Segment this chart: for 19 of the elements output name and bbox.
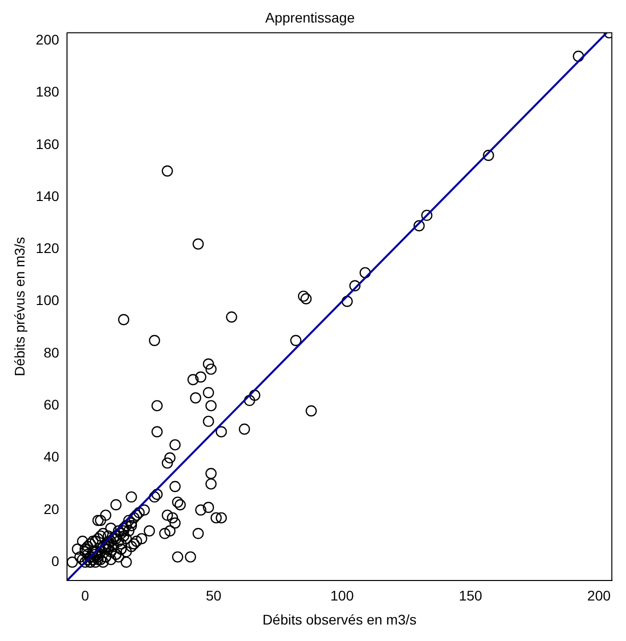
x-tick-label: 50 — [206, 588, 222, 604]
y-tick-label: 160 — [36, 136, 60, 152]
x-tick-label: 0 — [81, 588, 90, 604]
y-tick-label: 200 — [36, 31, 60, 48]
y-tick-label: 180 — [36, 84, 60, 100]
x-tick-label: 150 — [458, 588, 482, 604]
y-tick-label: 0 — [51, 553, 60, 570]
y-tick-label: 20 — [44, 500, 60, 517]
x-tick-label: 100 — [330, 588, 354, 604]
y-tick-label: 80 — [44, 344, 60, 360]
y-tick-label: 100 — [36, 292, 60, 308]
y-tick-label: 120 — [36, 240, 60, 256]
chart-title: Apprentissage — [265, 9, 355, 26]
y-axis-title: Débits prévus en m3/s — [11, 236, 28, 376]
y-tick-label: 140 — [36, 188, 60, 204]
x-tick-label: 200 — [587, 588, 611, 604]
y-tick-label: 60 — [44, 396, 60, 413]
y-tick-label: 40 — [44, 448, 60, 465]
x-axis-title: Débits observés en m3/s — [262, 611, 417, 628]
